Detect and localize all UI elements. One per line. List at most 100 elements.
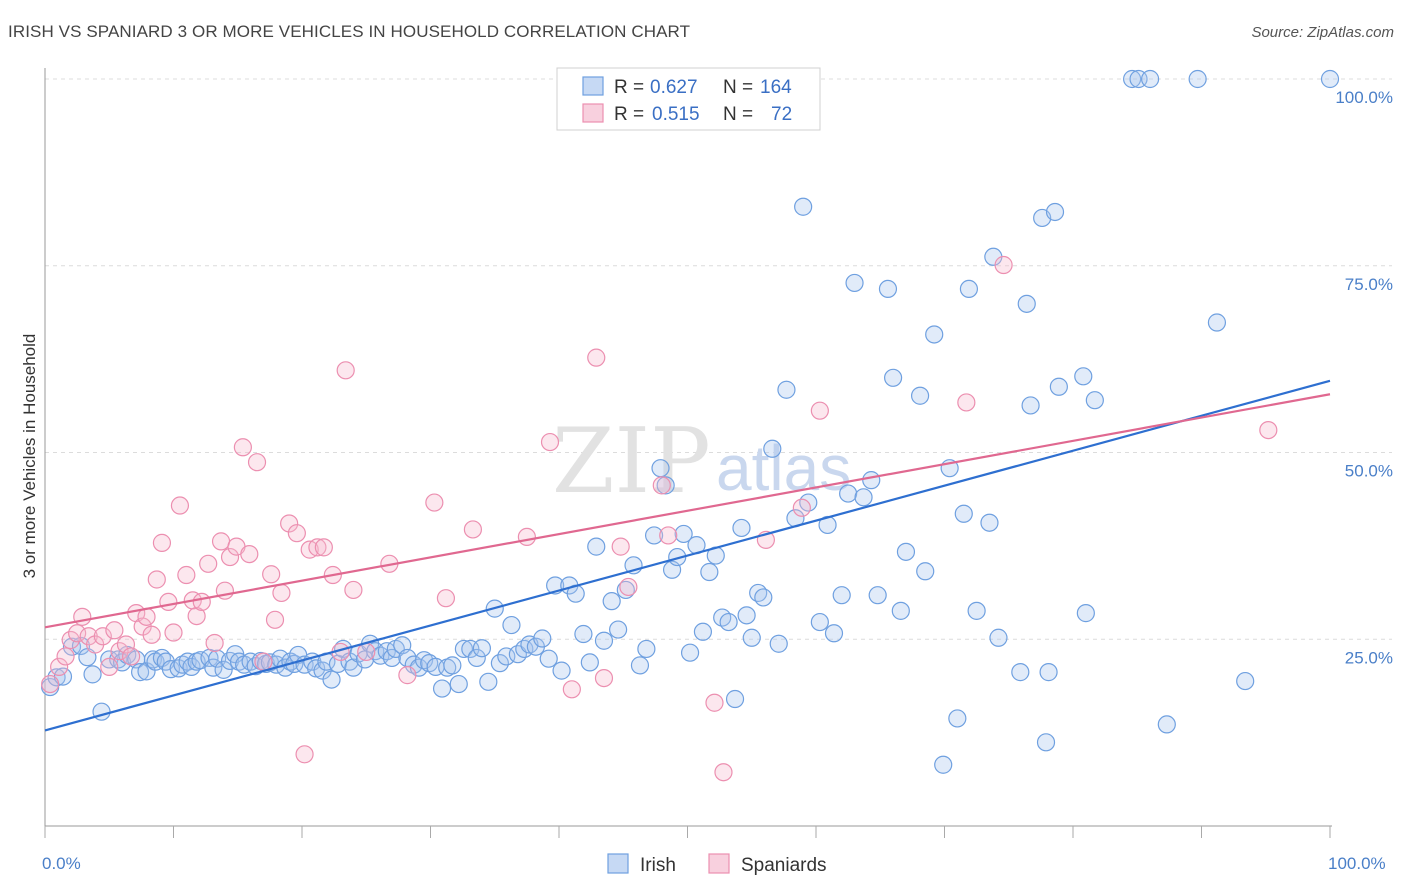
- spaniards-point-25: [187, 606, 206, 626]
- irish-point-131: [832, 586, 851, 605]
- irish-point-65: [404, 655, 423, 674]
- irish-point-162: [1076, 604, 1095, 623]
- irish-point-132: [839, 484, 858, 503]
- irish-points: [41, 69, 1340, 774]
- irish-point-147: [954, 504, 973, 523]
- irish-point-50: [322, 670, 341, 689]
- spaniards-point-0: [41, 674, 60, 694]
- irish-point-153: [1011, 663, 1030, 682]
- irish-point-166: [1140, 69, 1160, 89]
- spaniards-point-33: [233, 438, 252, 457]
- trend-lines: [44, 379, 1331, 732]
- irish-point-141: [910, 386, 930, 405]
- spaniards-series-swatch: [708, 853, 730, 874]
- irish-point-119: [742, 628, 761, 647]
- watermark-zip: ZIP: [552, 409, 711, 514]
- spaniards-point-5: [73, 607, 92, 626]
- irish-n-value: 164: [760, 77, 792, 98]
- irish-series-swatch: [607, 853, 629, 874]
- spaniards-point-18: [147, 570, 166, 589]
- irish-point-87: [533, 629, 552, 648]
- irish-point-154: [1017, 294, 1036, 313]
- spaniards-point-71: [994, 255, 1013, 275]
- irish-point-78: [479, 672, 498, 691]
- spaniards-point-39: [272, 583, 291, 603]
- watermark-atlas: atlas: [716, 432, 851, 504]
- irish-point-117: [732, 518, 751, 538]
- spaniards-point-59: [587, 348, 606, 367]
- irish-point-104: [651, 459, 670, 478]
- x-tick-marks: [44, 826, 1331, 838]
- spaniards-r-label: R =: [614, 104, 644, 125]
- irish-r-value: 0.627: [650, 77, 698, 98]
- irish-point-128: [810, 612, 829, 632]
- spaniards-point-10: [105, 621, 124, 640]
- irish-point-67: [414, 651, 434, 670]
- spaniards-point-8: [93, 627, 112, 646]
- x-tick-label-max: 100.0%: [1328, 854, 1386, 873]
- y-tick-label-50: 50.0%: [1345, 462, 1393, 481]
- irish-point-122: [763, 439, 782, 458]
- irish-point-88: [539, 649, 558, 668]
- irish-point-102: [637, 639, 656, 659]
- source-credit: Source: ZipAtlas.com: [1251, 24, 1394, 41]
- irish-point-93: [574, 624, 593, 644]
- irish-point-142: [916, 562, 935, 581]
- spaniards-point-20: [159, 592, 178, 612]
- irish-point-163: [1085, 391, 1104, 410]
- irish-point-61: [382, 648, 402, 668]
- irish-point-157: [1036, 733, 1056, 752]
- irish-point-96: [594, 631, 614, 650]
- irish-point-72: [443, 656, 462, 675]
- spaniards-point-13: [121, 647, 141, 666]
- irish-point-98: [609, 620, 628, 639]
- spaniards-point-58: [562, 680, 581, 699]
- x-tick-label-min: 0.0%: [42, 854, 81, 873]
- irish-point-136: [868, 586, 887, 605]
- irish-point-74: [454, 639, 474, 659]
- y-tick-label-75: 75.0%: [1345, 275, 1393, 294]
- irish-point-121: [754, 588, 773, 607]
- y-axis-label: 3 or more Vehicles in Household: [20, 334, 39, 579]
- spaniards-r-value: 0.515: [652, 104, 700, 125]
- irish-point-168: [1188, 69, 1207, 89]
- spaniards-point-70: [957, 393, 976, 412]
- spaniards-legend-swatch: [582, 103, 604, 123]
- irish-point-111: [693, 622, 713, 641]
- spaniards-n-label: N =: [723, 104, 753, 125]
- irish-point-99: [616, 580, 635, 600]
- irish-point-73: [449, 674, 468, 694]
- irish-point-90: [552, 661, 571, 680]
- y-tick-label-100: 100.0%: [1335, 88, 1393, 107]
- irish-point-82: [502, 615, 521, 635]
- spaniards-point-22: [170, 496, 190, 515]
- irish-trend-line: [44, 379, 1331, 732]
- irish-point-126: [794, 197, 813, 216]
- spaniards-point-29: [211, 532, 231, 551]
- spaniards-point-26: [192, 592, 211, 612]
- spaniards-point-23: [177, 565, 196, 585]
- irish-point-118: [737, 606, 756, 625]
- spaniards-point-69: [810, 401, 829, 420]
- spaniards-point-27: [199, 554, 218, 573]
- irish-point-80: [490, 654, 509, 673]
- spaniards-point-61: [611, 537, 630, 556]
- irish-point-146: [948, 709, 967, 728]
- irish-point-135: [862, 471, 881, 490]
- irish-point-76: [467, 648, 486, 668]
- spaniards-point-53: [425, 493, 444, 512]
- irish-point-77: [472, 639, 491, 658]
- spaniards-point-11: [110, 642, 129, 661]
- irish-point-161: [1074, 367, 1093, 386]
- spaniards-point-40: [280, 514, 299, 533]
- irish-point-108: [674, 524, 693, 544]
- spaniards-series-label: Spaniards: [741, 855, 827, 876]
- spaniards-point-19: [152, 533, 172, 552]
- irish-point-144: [934, 755, 953, 774]
- spaniards-point-38: [265, 610, 285, 629]
- irish-point-123: [769, 634, 788, 653]
- spaniards-point-35: [247, 453, 267, 472]
- irish-point-19: [161, 660, 181, 679]
- spaniards-point-68: [792, 498, 811, 517]
- irish-point-95: [587, 537, 606, 556]
